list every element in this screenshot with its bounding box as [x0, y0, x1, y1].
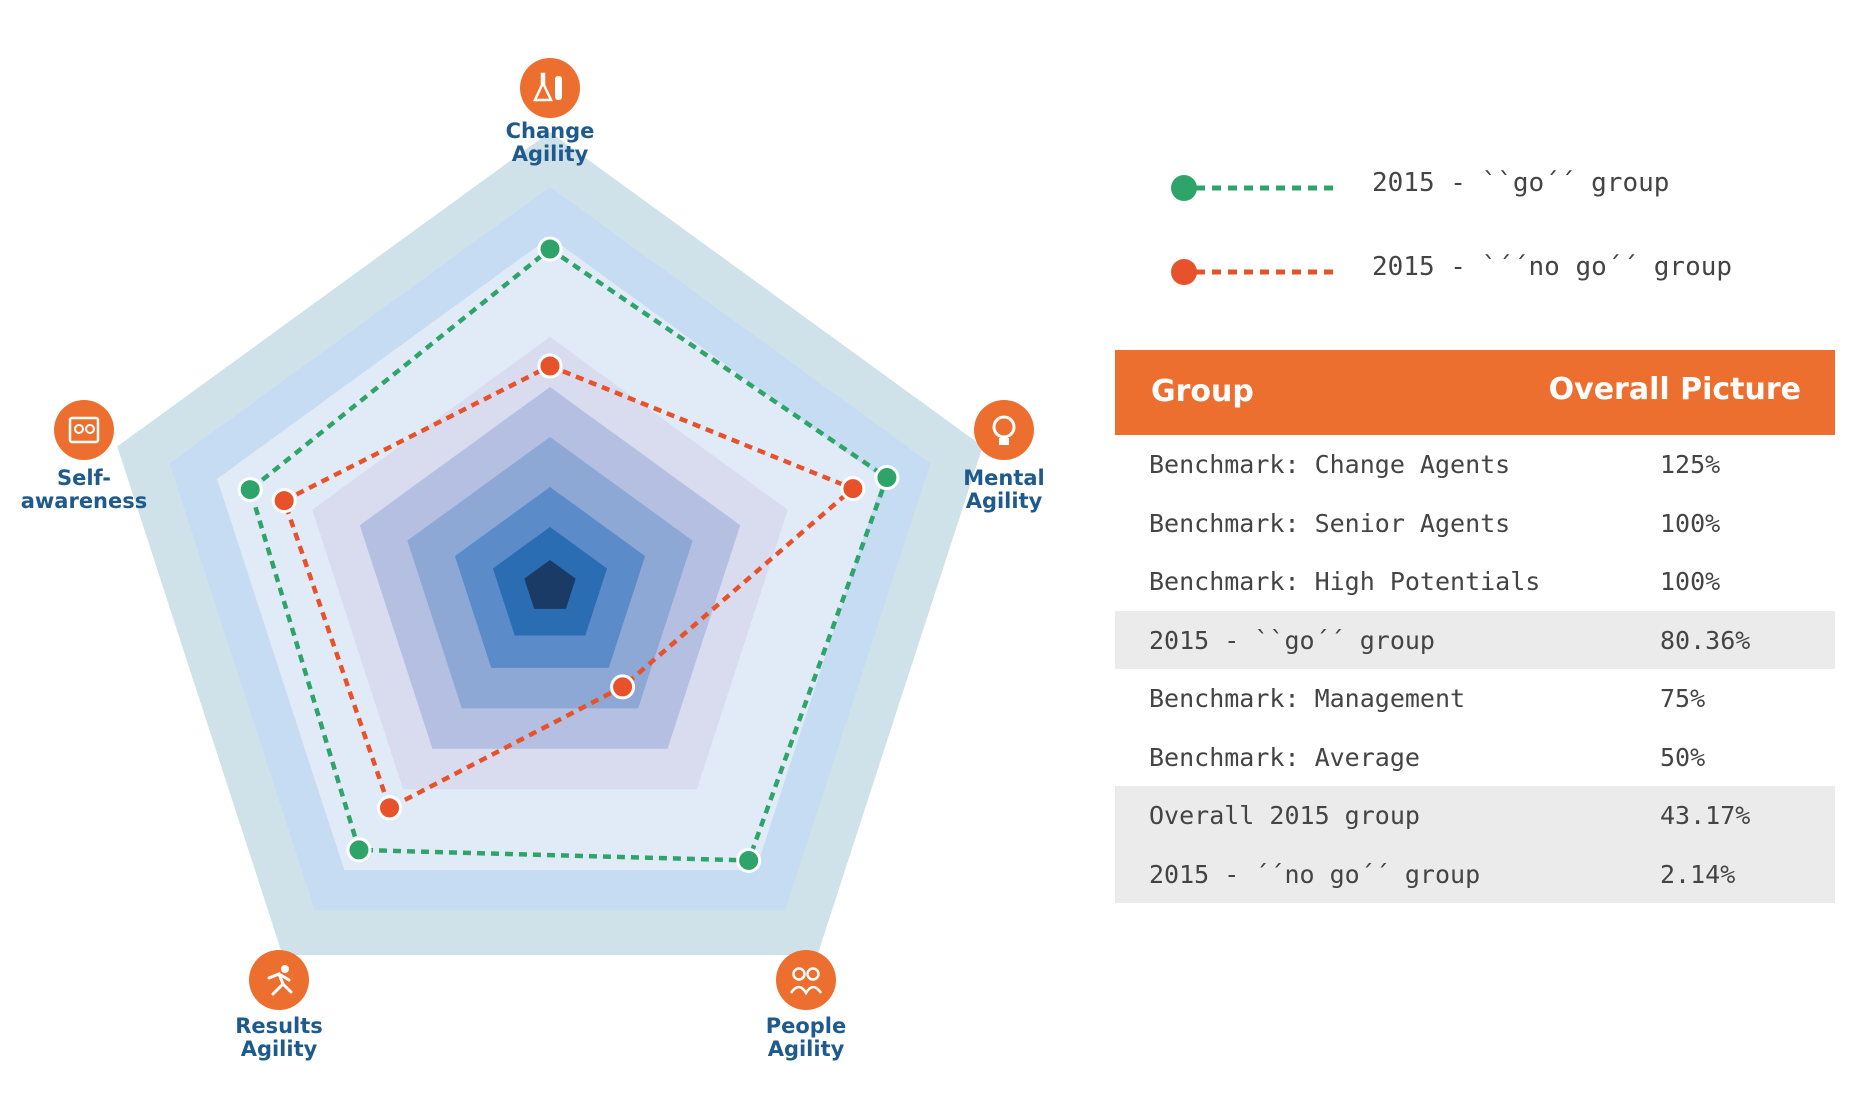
data-point-go [736, 847, 762, 873]
radar-series-points [237, 236, 900, 873]
radar-ring [524, 560, 576, 609]
series-line-go [247, 246, 890, 863]
data-point-no-go [537, 353, 563, 379]
lightbulb-icon [974, 400, 1034, 460]
table-cell-value: 125% [1660, 450, 1721, 479]
series-line-no-go [281, 363, 858, 812]
axis-label: Self- [57, 466, 111, 490]
axis-label: Agility [512, 142, 589, 166]
legend-label-no-go: 2015 - `´´no go´´ group [1372, 252, 1733, 282]
table-row: Overall 2015 group 43.17% [1115, 786, 1835, 845]
flask-icon [520, 58, 580, 118]
radar-axis-icons [54, 58, 1034, 1010]
radar-chart: ChangeAgilityMentalAgilityPeopleAgilityR… [21, 58, 1045, 1061]
legend-item-go: 2015 - ``go´´ group [1170, 160, 1810, 210]
axis-label: People [766, 1014, 847, 1038]
table-row: Benchmark: Change Agents 125% [1115, 435, 1835, 494]
table-cell-value: 100% [1660, 567, 1721, 596]
axis-label: Agility [241, 1037, 318, 1061]
axis-label: Results [235, 1014, 323, 1038]
legend-dot-no-go [1171, 259, 1197, 285]
legend-item-no-go: 2015 - `´´no go´´ group [1170, 244, 1810, 294]
table-header-overall: Overall Picture [1548, 372, 1801, 407]
table-cell-value: 80.36% [1660, 625, 1751, 655]
data-point-go [537, 236, 563, 262]
axis-label: Agility [768, 1037, 845, 1061]
table-cell-value: 100% [1660, 508, 1721, 538]
table-cell-group: Benchmark: High Potentials [1149, 567, 1541, 596]
radar-series-lines [247, 246, 890, 863]
table-cell-group: Overall 2015 group [1149, 801, 1420, 830]
table-cell-value: 43.17% [1660, 801, 1751, 830]
table-header-group: Group [1151, 374, 1254, 409]
table-cell-group: 2015 - ´´no go´´ group [1149, 859, 1481, 889]
radar-axis-labels: ChangeAgilityMentalAgilityPeopleAgilityR… [21, 119, 1045, 1061]
axis-label: Mental [963, 466, 1045, 490]
table-row: Benchmark: Management 75% [1115, 669, 1835, 728]
legend-label-go: 2015 - ``go´´ group [1372, 168, 1670, 198]
table-cell-group: Benchmark: Senior Agents [1149, 508, 1511, 538]
mirror-icon [54, 400, 114, 460]
table-cell-value: 50% [1660, 742, 1706, 772]
legend-dot-go [1171, 175, 1197, 201]
table-row: 2015 - ´´no go´´ group 2.14% [1115, 844, 1835, 903]
data-point-go [874, 465, 900, 491]
table-row: 2015 - ``go´´ group 80.36% [1115, 610, 1835, 669]
table-cell-group: Benchmark: Change Agents [1149, 450, 1511, 479]
legend-swatch-no-go [1171, 259, 1336, 285]
runner-icon [249, 950, 309, 1010]
axis-label: Agility [966, 489, 1043, 513]
legend-swatch-go [1171, 175, 1336, 201]
data-point-no-go [840, 476, 866, 502]
table-body: Benchmark: Change Agents 125% Benchmark: S… [1115, 435, 1835, 903]
table-header: Group Overall Picture [1115, 350, 1835, 435]
axis-label: Change [506, 119, 595, 143]
axis-label: awareness [21, 489, 148, 513]
overall-picture-table: Group Overall Picture Benchmark: Change … [1115, 350, 1835, 903]
table-cell-group: Benchmark: Average [1149, 742, 1420, 772]
data-point-go [346, 837, 372, 863]
data-point-no-go [271, 488, 297, 514]
table-cell-value: 75% [1660, 684, 1706, 713]
table-cell-group: 2015 - ``go´´ group [1149, 625, 1435, 655]
data-point-go [237, 477, 263, 503]
table-cell-value: 2.14% [1660, 859, 1736, 889]
table-row: Benchmark: High Potentials 100% [1115, 552, 1835, 611]
data-point-no-go [377, 795, 403, 821]
radar-rings [117, 132, 983, 956]
table-row: Benchmark: Average 50% [1115, 728, 1835, 787]
table-row: Benchmark: Senior Agents 100% [1115, 494, 1835, 553]
people-icon [776, 950, 836, 1010]
table-cell-group: Benchmark: Management [1149, 684, 1466, 713]
data-point-no-go [610, 674, 636, 700]
